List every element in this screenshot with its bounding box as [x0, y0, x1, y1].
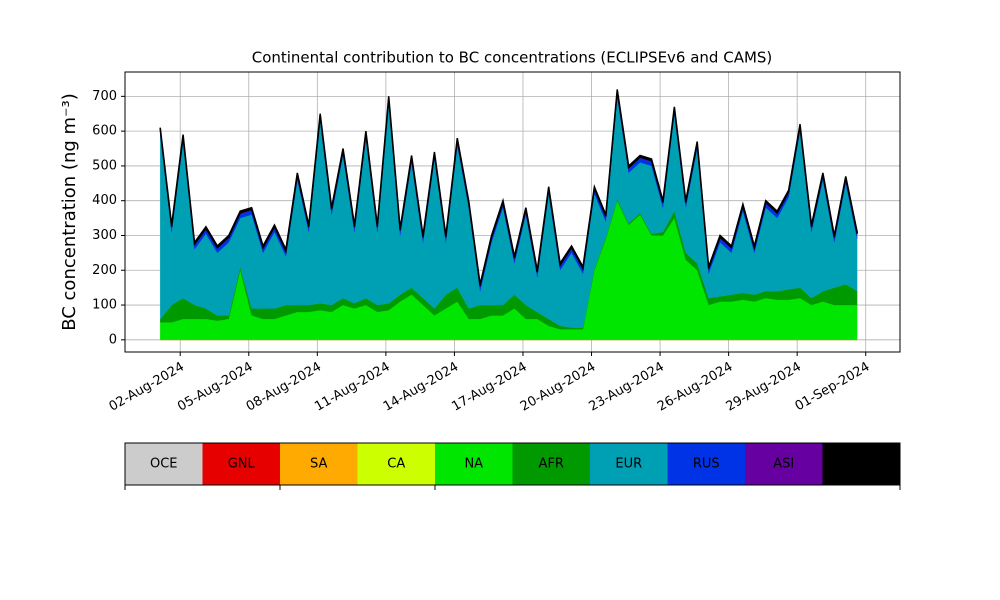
legend-label: SA: [310, 457, 327, 472]
x-tick-label: 14-Aug-2024: [381, 360, 461, 415]
y-tick-label: 500: [92, 158, 117, 173]
legend-swatch: [357, 443, 435, 485]
legend-swatch: [667, 443, 745, 485]
x-tick-label: 01-Sep-2024: [793, 360, 873, 415]
y-axis-label: BC concentration (ng m⁻³): [59, 93, 80, 331]
colorbar-ticks: [124, 485, 901, 490]
x-tick-label: 17-Aug-2024: [449, 360, 529, 415]
x-tick-label: 20-Aug-2024: [518, 360, 598, 415]
legend-swatch: [202, 443, 280, 485]
area: [159, 89, 858, 287]
x-tick-label: 08-Aug-2024: [244, 360, 324, 415]
legend-swatch: [280, 443, 358, 485]
legend-frame: [124, 442, 901, 486]
y-tick-label: 600: [92, 124, 117, 139]
legend-swatch: [745, 443, 823, 485]
y-tick-label: 700: [92, 89, 117, 104]
legend-swatch: [590, 443, 668, 485]
x-tick-label: 29-Aug-2024: [724, 360, 804, 415]
chart-title: Continental contribution to BC concentra…: [252, 49, 773, 67]
legend-swatch: [435, 443, 513, 485]
x-tick-label: 11-Aug-2024: [312, 360, 392, 415]
legend-swatch: [512, 443, 590, 485]
y-tick-label: 200: [92, 263, 117, 278]
legend-swatch: [822, 443, 900, 485]
x-tick-label: 02-Aug-2024: [107, 360, 187, 415]
legend-label: RUS: [693, 457, 720, 472]
x-tick-label: 26-Aug-2024: [655, 360, 735, 415]
legend-label: NA: [464, 457, 483, 472]
legend-label: OCE: [150, 457, 178, 472]
y-tick-label: 0: [109, 332, 117, 347]
legend-label: ASI: [773, 457, 794, 472]
y-tick-label: 300: [92, 228, 117, 243]
legend-label: EUR: [615, 457, 642, 472]
y-tick-label: 400: [92, 193, 117, 208]
plot-frame: [124, 71, 901, 353]
legend-label: GNL: [228, 457, 256, 472]
x-tick-label: 23-Aug-2024: [586, 360, 666, 415]
x-tick-label: 05-Aug-2024: [175, 360, 255, 415]
legend-label: AUS: [848, 457, 875, 472]
legend-label: AFR: [539, 457, 564, 472]
y-tick-label: 100: [92, 298, 117, 313]
legend-swatch: [125, 443, 203, 485]
legend-label: CA: [387, 457, 405, 472]
